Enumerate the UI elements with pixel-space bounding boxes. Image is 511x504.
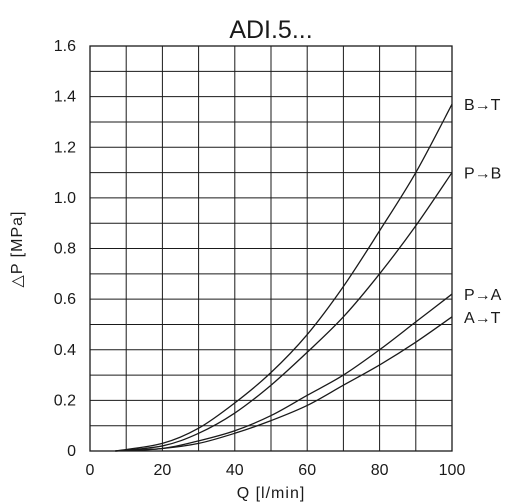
series-label: A→T [464,310,501,327]
curve-p-to-b [115,172,453,452]
y-tick-label: 1.6 [54,38,76,55]
curve-a-to-t [115,316,453,452]
series-label: P→A [464,287,502,304]
x-axis-ticks: 0 20 40 60 80 100 [86,462,466,479]
x-tick-label: 60 [298,462,316,479]
y-tick-label: 1.2 [54,139,76,156]
y-axis-label: △P [MPa] [9,211,26,288]
x-tick-label: 40 [226,462,244,479]
series-label: B→T [464,97,501,114]
y-tick-label: 0.4 [54,342,76,359]
curve-p-to-a [115,293,453,452]
x-tick-label: 80 [371,462,389,479]
grid [90,46,452,451]
y-tick-label: 0 [67,443,76,460]
y-tick-label: 0.6 [54,291,76,308]
series-labels: B→T P→B P→A A→T [464,97,502,327]
chart-title: ADI.5... [229,16,312,44]
y-tick-label: 0.8 [54,241,76,258]
x-axis-label: Q [l/min] [237,485,306,502]
y-tick-label: 0.2 [54,392,76,409]
y-tick-label: 1.0 [54,190,76,207]
x-tick-label: 20 [154,462,172,479]
x-tick-label: 100 [439,462,466,479]
curves [115,103,453,452]
series-label: P→B [464,166,501,183]
y-axis-ticks: 0 0.2 0.4 0.6 0.8 1.0 1.2 1.4 1.6 [54,38,76,460]
plot-frame [89,45,453,452]
x-tick-label: 0 [86,462,95,479]
y-tick-label: 1.4 [54,89,76,106]
curve-b-to-t [115,103,453,452]
